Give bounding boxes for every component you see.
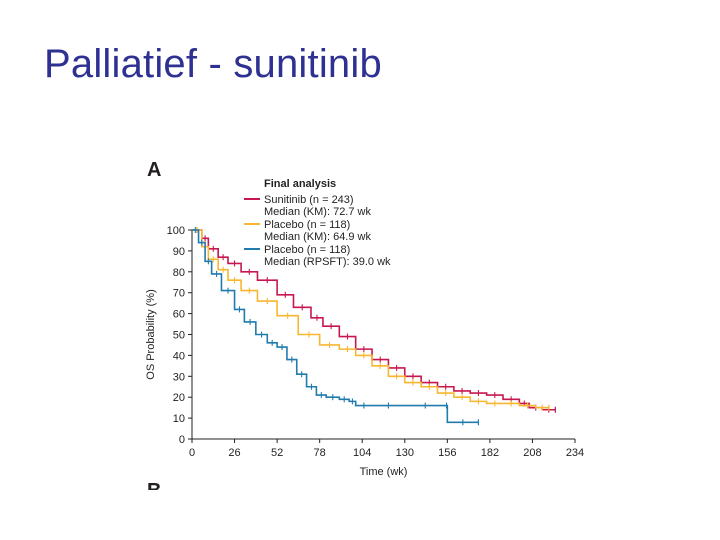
km-figure: A 0 26 52 78 104 130 156 182 208 234 0 10 20 30 40 50 60… [140,150,600,490]
series-lines [192,227,556,426]
series-1 [192,227,556,413]
panel-label-a: A [147,159,162,181]
y-tick-label: 70 [173,288,185,300]
y-tick-label: 90 [173,246,185,258]
series-3 [192,227,480,426]
legend-entry-label: Placebo (n = 118) [264,244,350,256]
x-tick-label: 182 [481,447,499,459]
panel-label-b: B [147,480,161,490]
x-tick-label: 0 [189,447,195,459]
x-tick-label: 52 [271,447,283,459]
y-axis-title: OS Probability (%) [145,289,157,379]
legend-entry-label: Placebo (n = 118) [264,219,350,231]
legend-entry-detail: Median (RPSFT): 39.0 wk [264,256,391,268]
x-tick-label: 130 [396,447,414,459]
x-tick-label: 26 [228,447,240,459]
slide-title: Palliatief - sunitinib [44,42,382,86]
x-axis-title: Time (wk) [360,466,408,478]
x-tick-label: 156 [438,447,456,459]
km-survival-chart: 0 26 52 78 104 130 156 182 208 234 0 10 20 30 40 50 60 70… [145,178,584,478]
y-tick-label: 50 [173,330,185,342]
axes: 0 26 52 78 104 130 156 182 208 234 0 10 20 30 40 50 60 70… [145,225,584,478]
legend-entry-label: Sunitinib (n = 243) [264,194,354,206]
y-tick-label: 0 [179,434,185,446]
x-tick-label: 208 [523,447,541,459]
x-tick-label: 104 [353,447,371,459]
series-line [192,229,479,424]
legend-heading: Final analysis [264,178,336,190]
x-tick-label: 78 [314,447,326,459]
y-tick-label: 60 [173,309,185,321]
y-tick-label: 100 [167,225,185,237]
legend-entry-detail: Median (KM): 64.9 wk [264,231,371,243]
legend-entry-detail: Median (KM): 72.7 wk [264,206,371,218]
y-tick-label: 10 [173,413,185,425]
y-tick-label: 80 [173,267,185,279]
y-tick-label: 20 [173,392,185,404]
x-tick-label: 234 [566,447,584,459]
y-tick-label: 40 [173,350,185,362]
y-tick-label: 30 [173,371,185,383]
series-2 [192,227,550,411]
series-line [192,229,549,409]
